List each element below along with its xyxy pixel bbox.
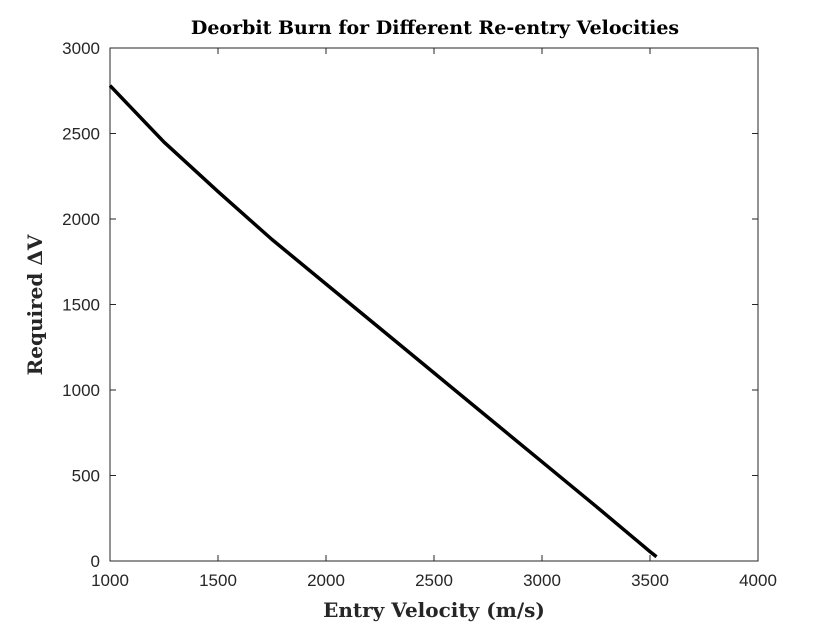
x-tick-label: 2500 [415,571,453,590]
plot-frame [109,47,759,562]
x-tick-label: 3500 [631,571,669,590]
x-axis-title: Entry Velocity (m/s) [323,598,545,622]
y-tick-label: 2000 [62,210,100,229]
y-axis-title: Required ΔV [23,234,47,375]
y-axis: 0 500 1000 1500 2000 2500 3000 [62,39,758,571]
y-tick-label: 1000 [62,381,100,400]
plot-area [109,47,759,562]
x-tick-label: 2000 [307,571,345,590]
x-tick-label: 3000 [523,571,561,590]
chart-title: Deorbit Burn for Different Re-entry Velo… [191,17,679,39]
y-tick-label: 500 [72,467,100,486]
x-tick-label: 1500 [199,571,237,590]
x-axis: 1000 1500 2000 2500 3000 3500 4000 [91,48,777,590]
series-line [108,84,658,559]
y-tick-label: 0 [91,552,100,571]
y-tick-label: 1500 [62,296,100,315]
x-tick-label: 1000 [91,571,129,590]
y-tick-label: 2500 [62,125,100,144]
y-tick-label: 3000 [62,39,100,58]
x-tick-label: 4000 [739,571,777,590]
